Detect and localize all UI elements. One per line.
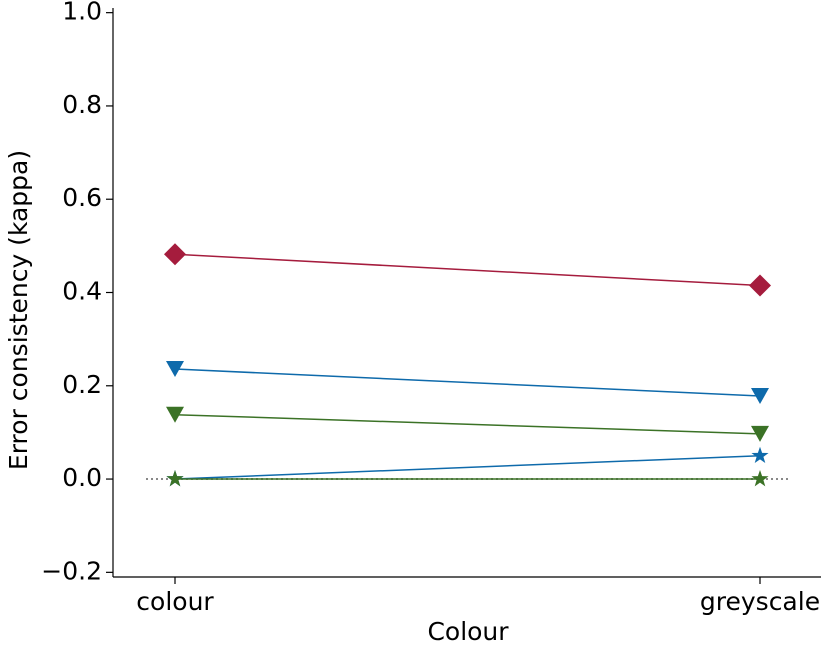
marker	[751, 470, 769, 487]
x-tick-label: greyscale	[700, 587, 820, 616]
x-axis-label: Colour	[427, 617, 509, 645]
marker	[751, 388, 769, 405]
y-tick-label: 0.6	[62, 183, 102, 212]
series-line	[174, 253, 761, 287]
y-tick-label: 0.2	[62, 370, 102, 399]
y-tick-label: 0.4	[62, 277, 102, 306]
series-line	[174, 413, 761, 435]
marker	[166, 360, 184, 377]
series-line	[174, 454, 761, 480]
y-tick-label: 0.8	[62, 90, 102, 119]
marker	[751, 446, 769, 464]
series-line	[174, 368, 761, 397]
marker	[751, 425, 769, 442]
marker	[164, 243, 186, 266]
y-tick-label: 0.0	[62, 463, 102, 492]
marker	[749, 274, 771, 297]
x-tick-label: colour	[136, 587, 214, 616]
y-tick-label: −0.2	[41, 556, 102, 585]
marker	[166, 470, 184, 487]
y-tick-label: 1.0	[62, 0, 102, 26]
marker	[166, 406, 184, 423]
y-axis-label: Error consistency (kappa)	[4, 150, 33, 470]
